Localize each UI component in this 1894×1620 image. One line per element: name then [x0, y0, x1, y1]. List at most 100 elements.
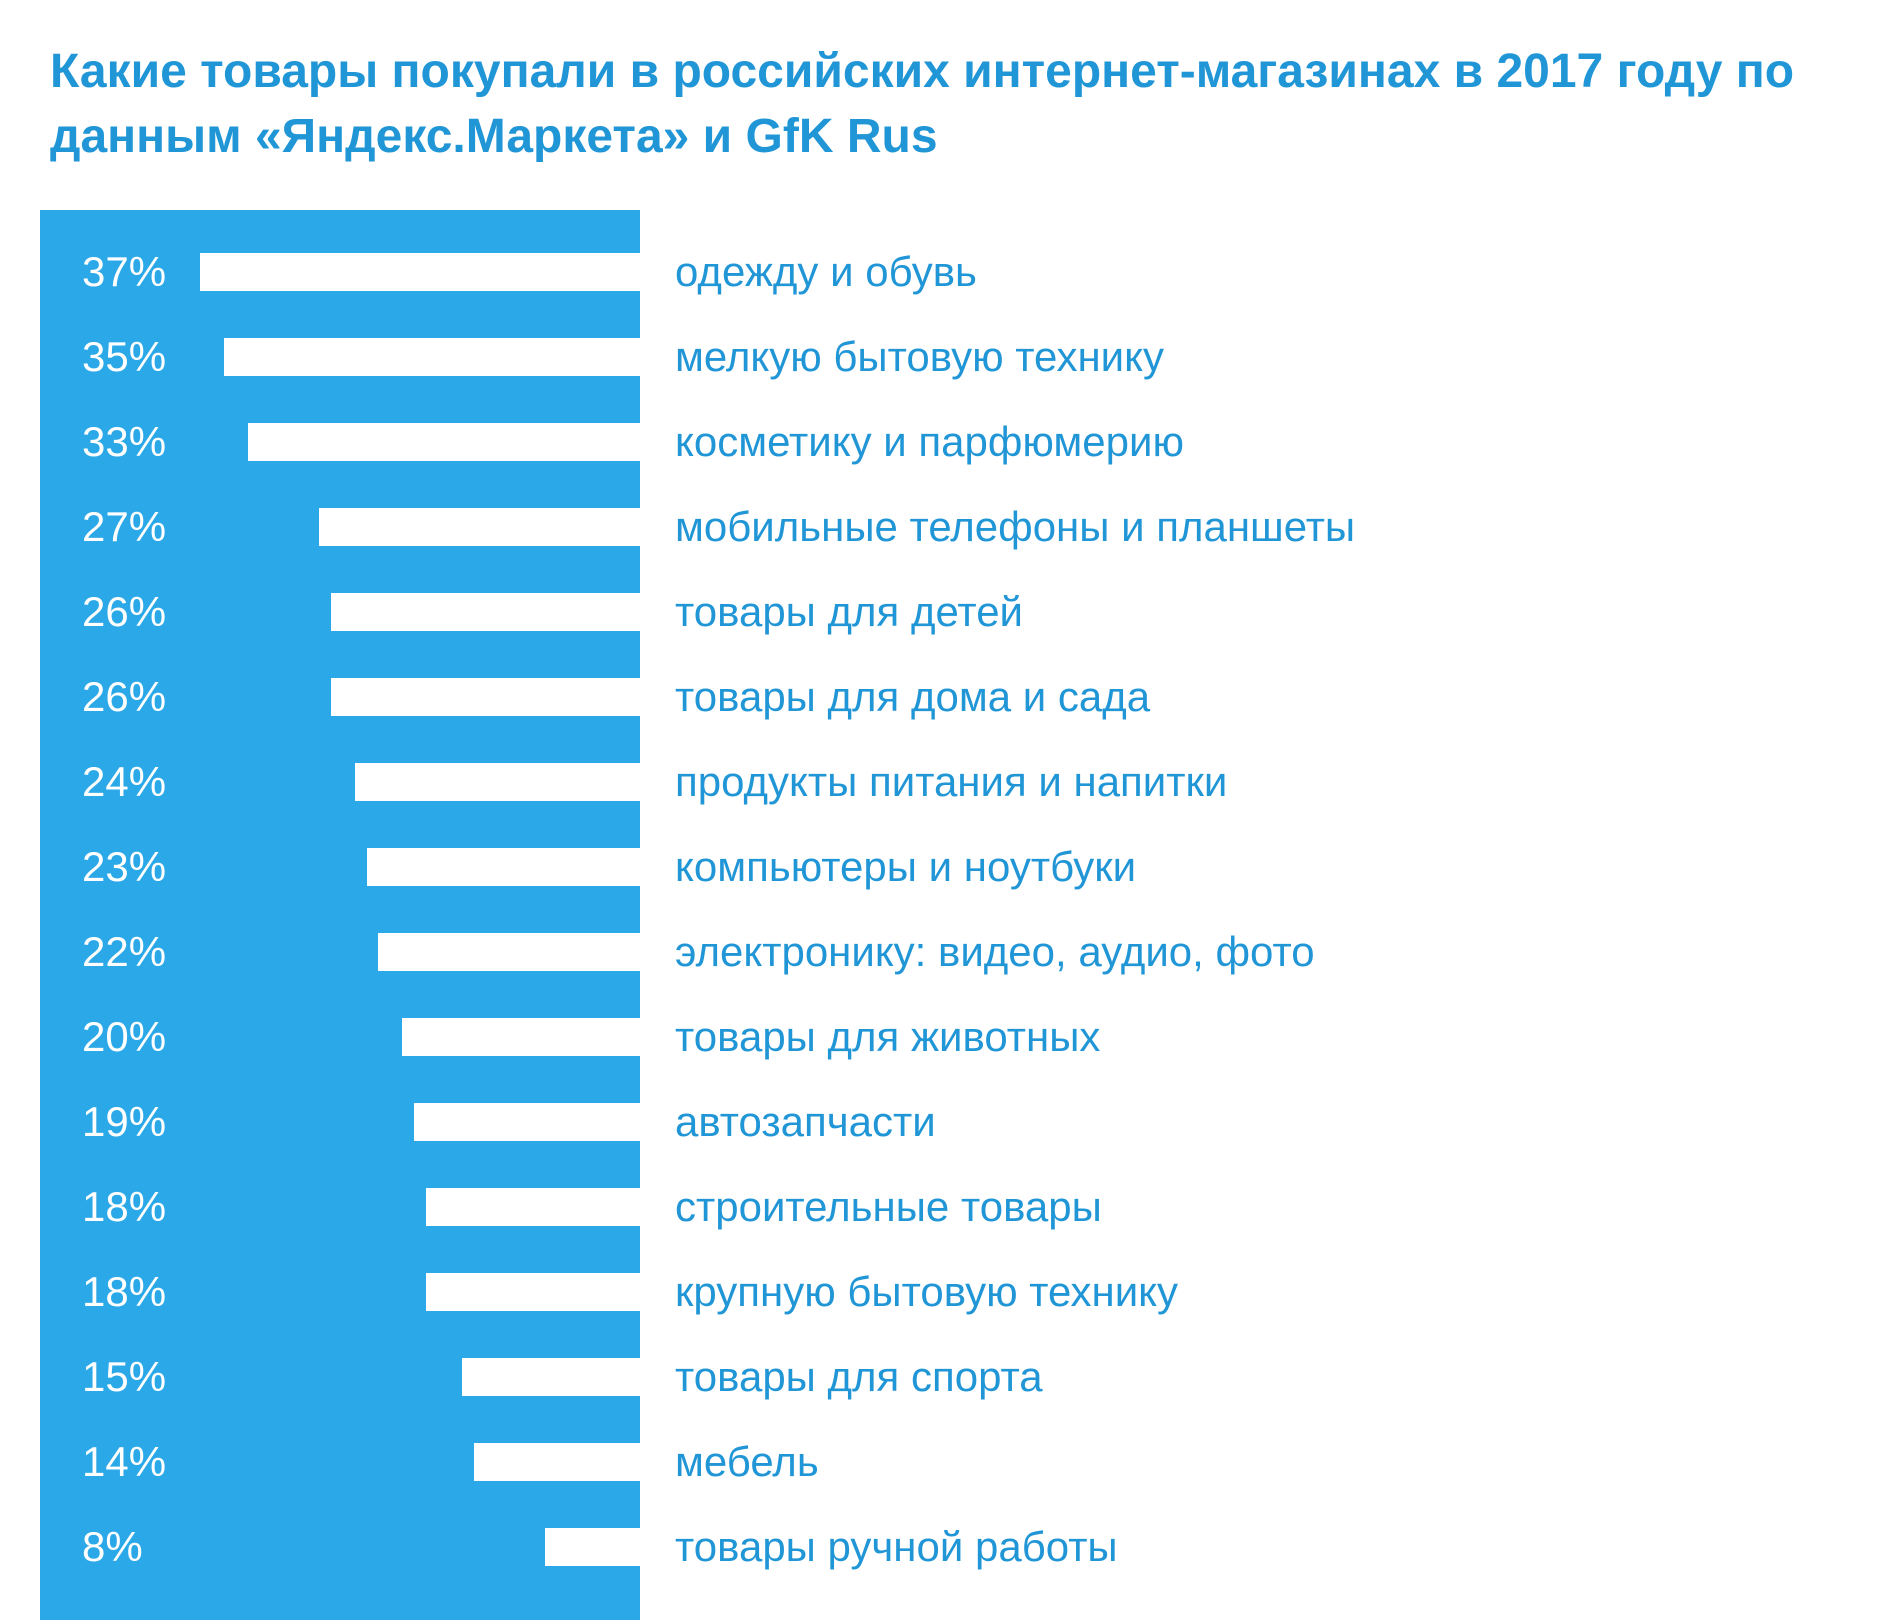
bar-area: [175, 593, 640, 631]
bar-area: [175, 508, 640, 546]
bar: [426, 1273, 640, 1311]
bar: [462, 1358, 640, 1396]
label-row: строительные товары: [675, 1165, 1355, 1250]
chart-row: 15%: [40, 1335, 640, 1420]
percent-value: 27%: [40, 503, 175, 551]
label-row: мебель: [675, 1420, 1355, 1505]
chart-container: 37% 35% 33% 27% 26% 26% 24% 23% 22% 20% 19% 18% 18% 1…: [40, 210, 1854, 1620]
bar-area: [175, 1188, 640, 1226]
chart-title: Какие товары покупали в российских интер…: [50, 40, 1854, 170]
label-row: товары ручной работы: [675, 1505, 1355, 1590]
category-label: товары для спорта: [675, 1353, 1043, 1401]
chart-panel: 37% 35% 33% 27% 26% 26% 24% 23% 22% 20% 19% 18% 18% 1…: [40, 210, 640, 1620]
chart-row: 26%: [40, 570, 640, 655]
chart-row: 19%: [40, 1080, 640, 1165]
bar-area: [175, 1528, 640, 1566]
chart-row: 22%: [40, 910, 640, 995]
percent-value: 24%: [40, 758, 175, 806]
percent-value: 19%: [40, 1098, 175, 1146]
label-row: электронику: видео, аудио, фото: [675, 910, 1355, 995]
percent-value: 22%: [40, 928, 175, 976]
category-label: косметику и парфюмерию: [675, 418, 1184, 466]
chart-row: 35%: [40, 315, 640, 400]
category-label: компьютеры и ноутбуки: [675, 843, 1136, 891]
bar-area: [175, 1443, 640, 1481]
percent-value: 8%: [40, 1523, 175, 1571]
chart-row: 23%: [40, 825, 640, 910]
bar-area: [175, 1103, 640, 1141]
label-row: мобильные телефоны и планшеты: [675, 485, 1355, 570]
chart-row: 37%: [40, 230, 640, 315]
label-row: одежду и обувь: [675, 230, 1355, 315]
bar: [331, 593, 640, 631]
bar: [474, 1443, 640, 1481]
bar: [355, 763, 640, 801]
bar-area: [175, 1273, 640, 1311]
category-label: продукты питания и напитки: [675, 758, 1227, 806]
label-row: товары для животных: [675, 995, 1355, 1080]
percent-value: 35%: [40, 333, 175, 381]
bar: [200, 253, 640, 291]
percent-value: 33%: [40, 418, 175, 466]
label-row: компьютеры и ноутбуки: [675, 825, 1355, 910]
chart-row: 33%: [40, 400, 640, 485]
category-label: мелкую бытовую технику: [675, 333, 1164, 381]
label-row: товары для дома и сада: [675, 655, 1355, 740]
bar: [545, 1528, 640, 1566]
category-label: товары ручной работы: [675, 1523, 1118, 1571]
bar-area: [175, 1018, 640, 1056]
category-label: мебель: [675, 1438, 819, 1486]
category-label: крупную бытовую технику: [675, 1268, 1178, 1316]
category-label: одежду и обувь: [675, 248, 977, 296]
bar-area: [175, 933, 640, 971]
bar-area: [175, 848, 640, 886]
labels-panel: одежду и обувь мелкую бытовую технику косм…: [640, 210, 1355, 1620]
bar: [248, 423, 640, 461]
category-label: автозапчасти: [675, 1098, 936, 1146]
chart-row: 18%: [40, 1165, 640, 1250]
bar-area: [175, 763, 640, 801]
chart-row: 24%: [40, 740, 640, 825]
chart-row: 18%: [40, 1250, 640, 1335]
bar-area: [175, 678, 640, 716]
bar-area: [175, 253, 640, 291]
bar-area: [175, 423, 640, 461]
chart-row: 27%: [40, 485, 640, 570]
percent-value: 20%: [40, 1013, 175, 1061]
percent-value: 18%: [40, 1183, 175, 1231]
label-row: автозапчасти: [675, 1080, 1355, 1165]
category-label: товары для детей: [675, 588, 1023, 636]
percent-value: 26%: [40, 588, 175, 636]
bar: [414, 1103, 640, 1141]
category-label: товары для животных: [675, 1013, 1100, 1061]
label-row: товары для спорта: [675, 1335, 1355, 1420]
bar: [224, 338, 640, 376]
label-row: продукты питания и напитки: [675, 740, 1355, 825]
label-row: крупную бытовую технику: [675, 1250, 1355, 1335]
percent-value: 23%: [40, 843, 175, 891]
chart-row: 14%: [40, 1420, 640, 1505]
chart-row: 26%: [40, 655, 640, 740]
bar: [402, 1018, 640, 1056]
bar: [426, 1188, 640, 1226]
percent-value: 15%: [40, 1353, 175, 1401]
category-label: строительные товары: [675, 1183, 1102, 1231]
bar-area: [175, 1358, 640, 1396]
bar: [378, 933, 640, 971]
percent-value: 26%: [40, 673, 175, 721]
label-row: мелкую бытовую технику: [675, 315, 1355, 400]
percent-value: 14%: [40, 1438, 175, 1486]
percent-value: 18%: [40, 1268, 175, 1316]
chart-row: 8%: [40, 1505, 640, 1590]
bar: [319, 508, 640, 546]
category-label: товары для дома и сада: [675, 673, 1150, 721]
category-label: мобильные телефоны и планшеты: [675, 503, 1355, 551]
label-row: косметику и парфюмерию: [675, 400, 1355, 485]
bar: [367, 848, 641, 886]
percent-value: 37%: [40, 248, 175, 296]
bar: [331, 678, 640, 716]
bar-area: [175, 338, 640, 376]
label-row: товары для детей: [675, 570, 1355, 655]
chart-row: 20%: [40, 995, 640, 1080]
category-label: электронику: видео, аудио, фото: [675, 928, 1315, 976]
